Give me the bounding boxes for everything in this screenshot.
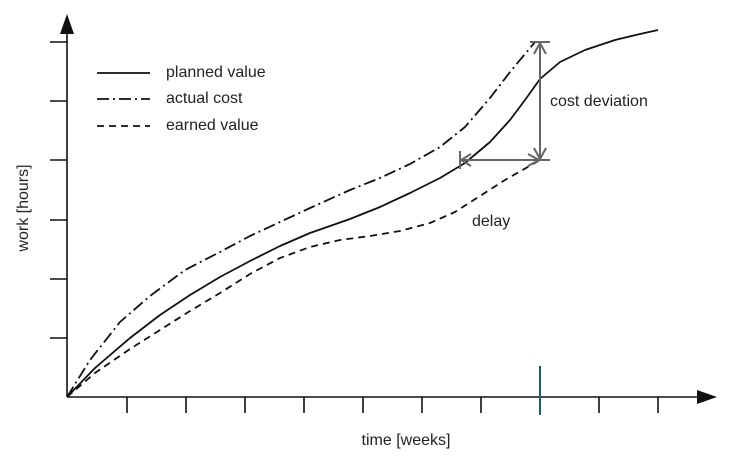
y-axis-label: work [hours] (15, 164, 32, 252)
earned-value-curve (66, 159, 541, 398)
cost-deviation-label: cost deviation (550, 93, 648, 110)
y-ticks (50, 41, 67, 339)
axes: time [weeks] work [hours] (15, 14, 717, 449)
actual-cost-curve (66, 41, 536, 398)
y-arrow (60, 14, 74, 34)
legend: planned value actual cost earned value (97, 64, 266, 134)
legend-label: planned value (166, 64, 266, 81)
x-axis-label: time [weeks] (362, 432, 451, 449)
x-arrow (697, 390, 717, 404)
x-ticks (126, 397, 659, 413)
legend-label: earned value (166, 117, 259, 134)
cost-deviation-arrow (530, 40, 550, 162)
legend-label: actual cost (166, 90, 243, 107)
delay-label: delay (472, 213, 510, 230)
delay-arrow (459, 151, 542, 169)
planned-value-curve (66, 29, 659, 398)
